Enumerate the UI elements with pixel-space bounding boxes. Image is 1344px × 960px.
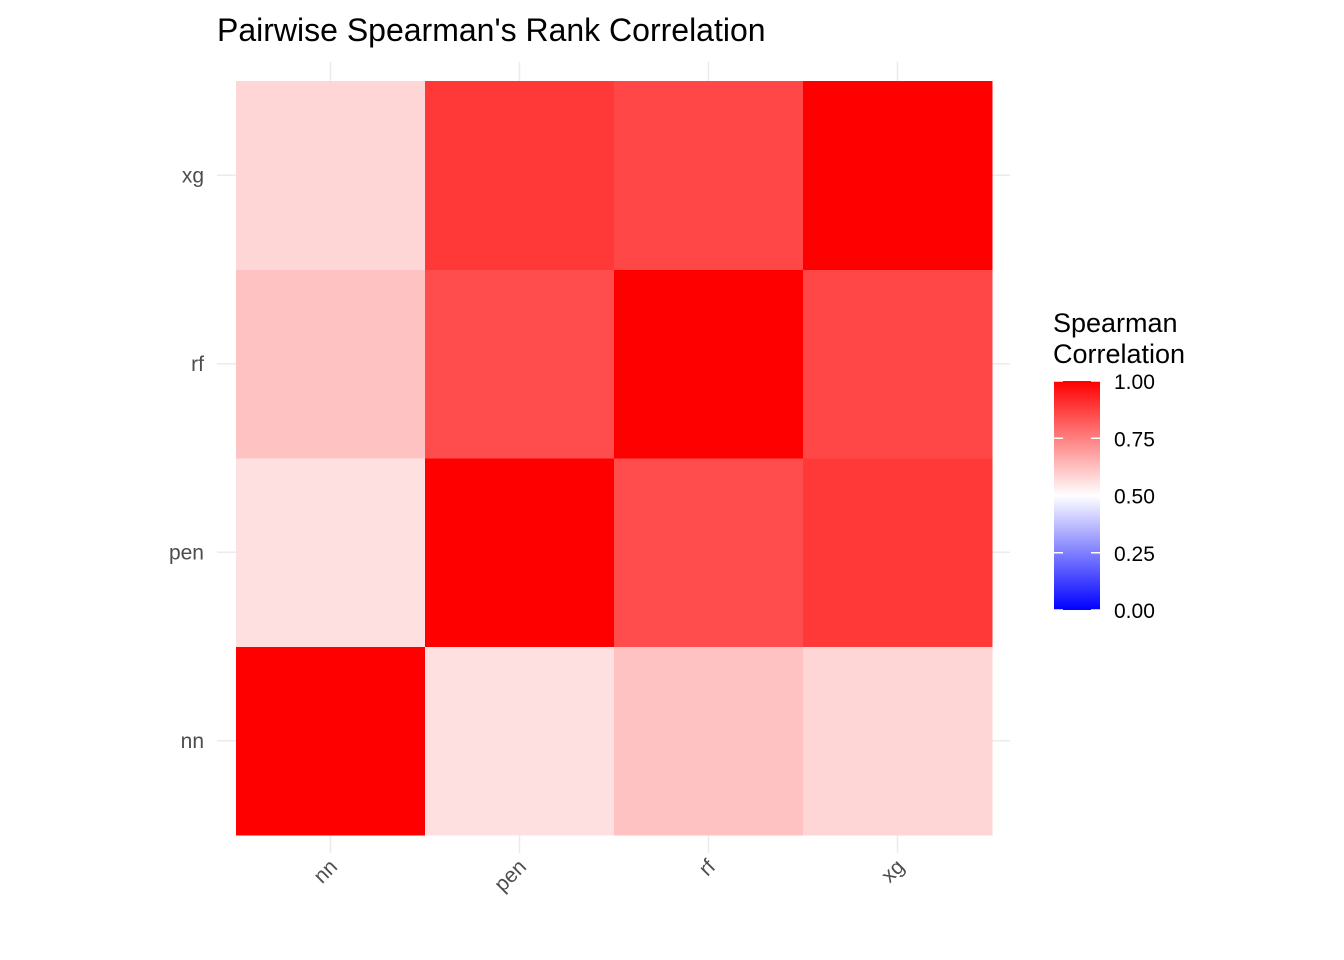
cell-xg-rf	[803, 269, 993, 459]
x-tick-label-pen: pen	[490, 855, 531, 896]
legend-tick-label-3: 0.75	[1114, 428, 1155, 451]
legend-title-line-1: Spearman	[1053, 308, 1178, 338]
cell-pen-rf	[425, 269, 615, 459]
cell-pen-pen	[425, 458, 615, 647]
cell-rf-xg	[614, 81, 804, 270]
x-axis-ticks: nn pen rf xg	[309, 855, 909, 896]
cell-nn-xg	[236, 81, 426, 270]
cell-rf-nn	[614, 646, 804, 836]
heatmap-cells	[236, 81, 993, 836]
legend-title-line-2: Correlation	[1053, 339, 1185, 369]
y-tick-label-xg: xg	[182, 164, 204, 187]
cell-xg-xg	[803, 81, 993, 270]
legend-tick-label-1: 0.25	[1114, 543, 1155, 566]
x-tick-label-xg: xg	[877, 855, 909, 887]
cell-nn-nn	[236, 646, 426, 836]
y-tick-label-pen: pen	[169, 541, 204, 564]
cell-nn-rf	[236, 269, 426, 459]
cell-pen-xg	[425, 81, 615, 270]
x-tick-label-rf: rf	[695, 855, 720, 880]
color-legend: Spearman Correlation 0.00 0.25 0.50 0.75 1.0…	[1053, 308, 1185, 623]
cell-pen-nn	[425, 646, 615, 836]
cell-xg-pen	[803, 458, 993, 647]
cell-xg-nn	[803, 646, 993, 836]
y-tick-label-rf: rf	[191, 353, 204, 376]
cell-rf-rf	[614, 269, 804, 459]
legend-tick-label-2: 0.50	[1114, 486, 1155, 509]
y-tick-label-nn: nn	[181, 730, 204, 753]
chart-title: Pairwise Spearman's Rank Correlation	[217, 12, 766, 48]
cell-nn-pen	[236, 458, 426, 647]
legend-tick-label-4: 1.00	[1114, 371, 1155, 394]
cell-rf-pen	[614, 458, 804, 647]
x-tick-label-nn: nn	[309, 855, 342, 888]
y-axis-ticks: nn pen rf xg	[169, 164, 204, 753]
legend-tick-label-0: 0.00	[1114, 600, 1155, 623]
